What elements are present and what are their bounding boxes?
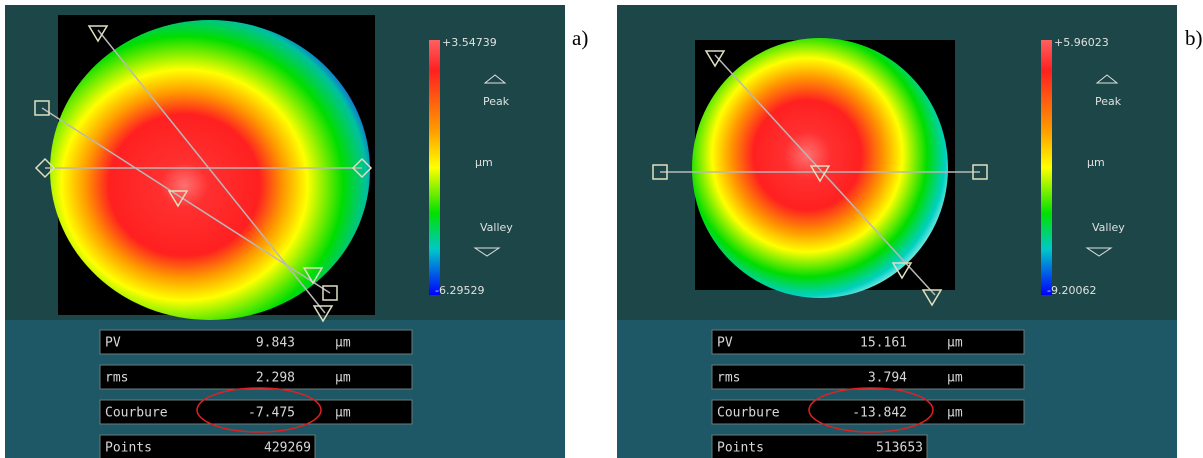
stat-name: rms	[717, 371, 740, 386]
scale-max: +3.54739	[442, 36, 497, 49]
panel-label: a)	[572, 26, 588, 50]
scale-max: +5.96023	[1054, 36, 1109, 49]
stat-name: Points	[105, 441, 152, 456]
valley-icon	[473, 247, 501, 257]
valley-label: Valley	[1092, 221, 1125, 234]
stat-box	[711, 434, 928, 458]
stat-box	[99, 434, 316, 458]
stat-value: -7.475	[248, 406, 295, 421]
marker	[972, 164, 988, 180]
highlight-circle	[196, 387, 322, 433]
stat-value: -13.842	[852, 406, 907, 421]
peak-icon	[1095, 74, 1119, 84]
surface-map	[692, 38, 948, 298]
stat-unit: µm	[335, 406, 351, 421]
stat-box	[711, 399, 1025, 425]
stat-box	[711, 364, 1025, 390]
marker	[167, 190, 189, 208]
stat-value: 3.794	[868, 371, 907, 386]
stat-name: Points	[717, 441, 764, 456]
unit-label: µm	[475, 156, 493, 169]
scale-min: -6.29529	[435, 284, 484, 297]
peak-label: Peak	[1095, 95, 1122, 108]
marker	[652, 164, 668, 180]
stat-value: 2.298	[256, 371, 295, 386]
valley-label: Valley	[480, 221, 513, 234]
panel: +5.96023 Peak µm Valley -9.20062 PV 15.161 µm rm…	[617, 5, 1177, 458]
profile-line	[714, 54, 936, 296]
peak-label: Peak	[483, 95, 510, 108]
valley-icon	[1085, 247, 1113, 257]
marker	[34, 157, 56, 179]
scale-min: -9.20062	[1047, 284, 1096, 297]
stat-value: 9.843	[256, 336, 295, 351]
stat-box	[99, 399, 413, 425]
stat-name: Courbure	[717, 406, 780, 421]
marker	[891, 262, 913, 280]
stat-name: Courbure	[105, 406, 168, 421]
stat-name: PV	[105, 336, 121, 351]
stat-box	[99, 364, 413, 390]
marker	[809, 165, 831, 183]
marker	[302, 267, 324, 285]
stat-value: 15.161	[860, 336, 907, 351]
marker	[322, 285, 338, 301]
stat-unit: µm	[335, 336, 351, 351]
marker	[921, 289, 943, 307]
stat-unit: µm	[947, 371, 963, 386]
marker	[312, 305, 334, 323]
stat-value: 513653	[876, 441, 923, 456]
stat-unit: µm	[947, 406, 963, 421]
stat-name: PV	[717, 336, 733, 351]
profile-line	[41, 107, 331, 294]
marker	[351, 157, 373, 179]
stat-box	[711, 329, 1025, 355]
highlight-circle	[808, 387, 934, 433]
stat-unit: µm	[947, 336, 963, 351]
marker	[704, 50, 726, 68]
peak-icon	[483, 74, 507, 84]
panel: +3.54739 Peak µm Valley -6.29529 PV 9.843 µm rms…	[5, 5, 565, 458]
stat-unit: µm	[335, 371, 351, 386]
stat-value: 429269	[264, 441, 311, 456]
color-scale	[429, 40, 440, 295]
marker	[34, 100, 50, 116]
panel-label: b)	[1185, 26, 1203, 50]
stat-box	[99, 329, 413, 355]
color-scale	[1041, 40, 1052, 295]
marker	[87, 25, 109, 43]
unit-label: µm	[1087, 156, 1105, 169]
stat-name: rms	[105, 371, 128, 386]
